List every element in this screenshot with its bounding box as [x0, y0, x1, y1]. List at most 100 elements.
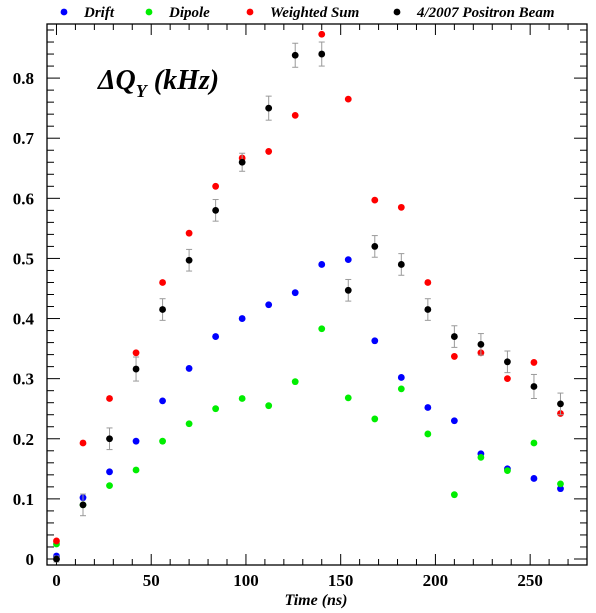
data-point [318, 50, 326, 58]
data-point [132, 466, 140, 474]
x-axis-title: Time (ns) [285, 592, 348, 609]
legend-label: Dipole [168, 5, 210, 21]
data-point [159, 397, 166, 405]
y-tick-label: 0.7 [13, 129, 35, 148]
data-point [397, 203, 405, 211]
data-point [265, 402, 273, 410]
data-point [79, 439, 87, 447]
data-point [530, 439, 538, 447]
data-point [557, 480, 564, 488]
data-point [212, 405, 220, 413]
plot-frame [46, 23, 588, 566]
data-marks [53, 30, 564, 563]
data-point [450, 491, 458, 499]
data-point [318, 30, 326, 38]
legend-marker [246, 8, 254, 16]
data-point [397, 261, 405, 268]
data-point [185, 256, 193, 264]
series-weighted-sum [53, 30, 564, 545]
data-point [53, 555, 60, 563]
data-point [159, 306, 166, 313]
data-point [424, 404, 432, 411]
data-point [371, 196, 379, 204]
data-point [159, 279, 166, 286]
legend-marker [393, 8, 401, 16]
data-point [265, 301, 273, 309]
legend: Drift Dipole Weighted Sum 4/2007 Positron B… [60, 5, 555, 21]
y-tick-label: 0.1 [13, 490, 34, 509]
data-point [185, 229, 193, 237]
data-point [530, 475, 538, 482]
data-point [450, 417, 458, 425]
annotation-suffix: (kHz) [147, 65, 219, 96]
data-point [185, 365, 193, 372]
data-point [238, 158, 246, 166]
data-point [106, 482, 113, 490]
x-tick-label: 0 [52, 571, 61, 590]
legend-marker [60, 8, 68, 16]
data-point [504, 375, 511, 383]
tick-labels: 0 50 100 150 200 250 0 0.1 0.2 0.3 0.4 0.5 0.6 0.7 0.8 [13, 69, 543, 590]
annotation-label: ΔQY (kHz) [97, 65, 219, 101]
legend-label: Weighted Sum [270, 5, 359, 21]
data-point [477, 340, 485, 348]
series-dipole [53, 325, 564, 548]
data-point [106, 395, 113, 402]
data-point [344, 394, 352, 402]
data-point [212, 333, 220, 340]
data-point [132, 437, 140, 445]
x-tick-label: 200 [423, 571, 449, 590]
data-point [424, 306, 432, 313]
data-point [291, 289, 299, 297]
data-point [371, 243, 379, 250]
y-tick-label: 0 [26, 550, 35, 569]
data-point [132, 365, 140, 373]
data-point [106, 468, 113, 476]
data-point [371, 337, 379, 345]
data-point [265, 104, 273, 112]
x-tick-label: 250 [517, 571, 543, 590]
data-point [344, 286, 352, 294]
data-point [291, 51, 299, 59]
data-point [185, 420, 193, 428]
data-point [106, 435, 113, 443]
data-point [557, 400, 564, 408]
series-drift [53, 256, 564, 560]
data-point [318, 325, 326, 333]
data-point [450, 353, 458, 360]
data-point [159, 437, 166, 445]
data-point [424, 430, 432, 438]
data-point [238, 315, 246, 322]
data-point [504, 358, 511, 366]
data-point [371, 415, 379, 423]
axis-ticks [47, 24, 588, 565]
x-tick-label: 100 [233, 571, 259, 590]
data-point [344, 95, 352, 103]
legend-label: Drift [83, 5, 115, 21]
annotation-subscript: Y [136, 81, 149, 101]
data-point [397, 374, 405, 381]
data-point [530, 383, 538, 390]
data-point [318, 261, 326, 268]
data-point [424, 279, 432, 286]
series-4-2007-positron-beam [53, 41, 564, 563]
data-point [79, 501, 87, 509]
data-point [477, 454, 485, 461]
data-point [557, 485, 564, 493]
y-tick-label: 0.6 [13, 189, 34, 208]
x-tick-label: 50 [143, 571, 160, 590]
y-tick-label: 0.3 [13, 370, 34, 389]
data-point [291, 111, 299, 119]
data-point [344, 256, 352, 264]
data-point [397, 385, 405, 393]
data-point [212, 182, 220, 190]
data-point [53, 537, 60, 545]
data-point [450, 333, 458, 340]
data-point [504, 467, 511, 475]
y-tick-label: 0.2 [13, 430, 34, 449]
data-point [530, 359, 538, 366]
data-point [291, 378, 299, 386]
y-tick-label: 0.8 [13, 69, 34, 88]
data-point [132, 349, 140, 357]
